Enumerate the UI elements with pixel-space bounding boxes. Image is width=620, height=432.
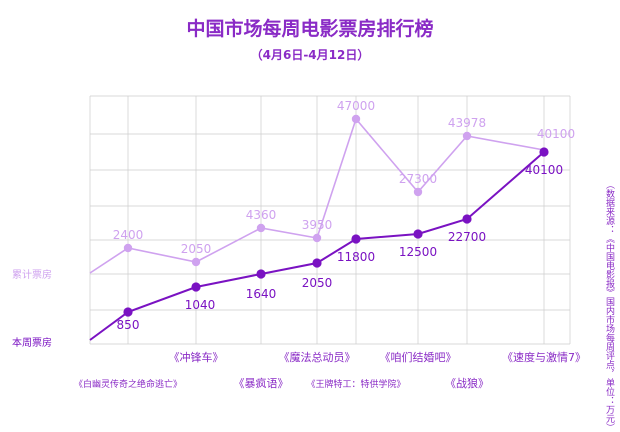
- legend-cumulative: 累计票房: [12, 268, 52, 281]
- data-label-weekly: 850: [117, 318, 140, 332]
- data-point-cumulative: [351, 114, 361, 124]
- data-label-weekly: 1040: [185, 298, 216, 312]
- data-label-cumulative: 2050: [181, 242, 212, 256]
- data-point-weekly: [413, 229, 423, 239]
- chart-area: 2400 2050 4360 3950 47000 27300 43978 40100 850 1…: [12, 95, 586, 390]
- data-label-cumulative: 27300: [399, 172, 437, 186]
- x-tick-label: 《冲锋车》: [169, 350, 224, 364]
- chart-title: 中国市场每周电影票房排行榜: [186, 18, 434, 40]
- data-label-weekly: 2050: [302, 276, 333, 290]
- data-point-cumulative: [256, 223, 266, 233]
- data-point-cumulative: [413, 187, 423, 197]
- data-point-cumulative: [123, 243, 133, 253]
- x-tick-label: 《速度与激情7》: [502, 350, 586, 364]
- data-point-weekly: [191, 282, 201, 292]
- x-tick-label: 《暴疯语》: [234, 376, 289, 390]
- data-point-cumulative: [462, 131, 472, 141]
- x-tick-label: 《白幽灵传奇之绝命逃亡》: [74, 378, 182, 390]
- data-label-weekly: 22700: [448, 230, 486, 244]
- data-label-cumulative: 3950: [302, 218, 333, 232]
- data-label-cumulative: 2400: [113, 228, 144, 242]
- data-point-weekly: [351, 234, 361, 244]
- x-tick-label: 《王牌特工：特供学院》: [306, 378, 405, 390]
- data-label-cumulative: 4360: [246, 208, 277, 222]
- data-label-cumulative: 40100: [537, 127, 575, 141]
- data-point-weekly: [256, 269, 266, 279]
- data-label-cumulative: 43978: [448, 116, 486, 130]
- data-point-cumulative: [312, 233, 322, 243]
- data-point-weekly: [312, 258, 322, 268]
- data-label-weekly: 12500: [399, 245, 437, 259]
- chart-subtitle: （4月6日-4月12日）: [250, 48, 370, 62]
- x-tick-label: 《魔法总动员》: [279, 350, 356, 364]
- source-note: （数据来源：《中国电影报》国内市场每周评点，单位：万元）: [604, 180, 614, 432]
- data-point-weekly: [462, 214, 472, 224]
- data-point-weekly: [123, 307, 133, 317]
- x-tick-label: 《战狼》: [445, 376, 489, 390]
- data-point-cumulative: [191, 257, 201, 267]
- data-label-cumulative: 47000: [337, 99, 375, 113]
- data-label-weekly: 40100: [525, 163, 563, 177]
- data-label-weekly: 1640: [246, 287, 277, 301]
- data-label-weekly: 11800: [337, 250, 375, 264]
- x-tick-label: 《咱们结婚吧》: [380, 350, 457, 364]
- data-point-weekly: [539, 147, 549, 157]
- legend-weekly: 本周票房: [12, 336, 52, 349]
